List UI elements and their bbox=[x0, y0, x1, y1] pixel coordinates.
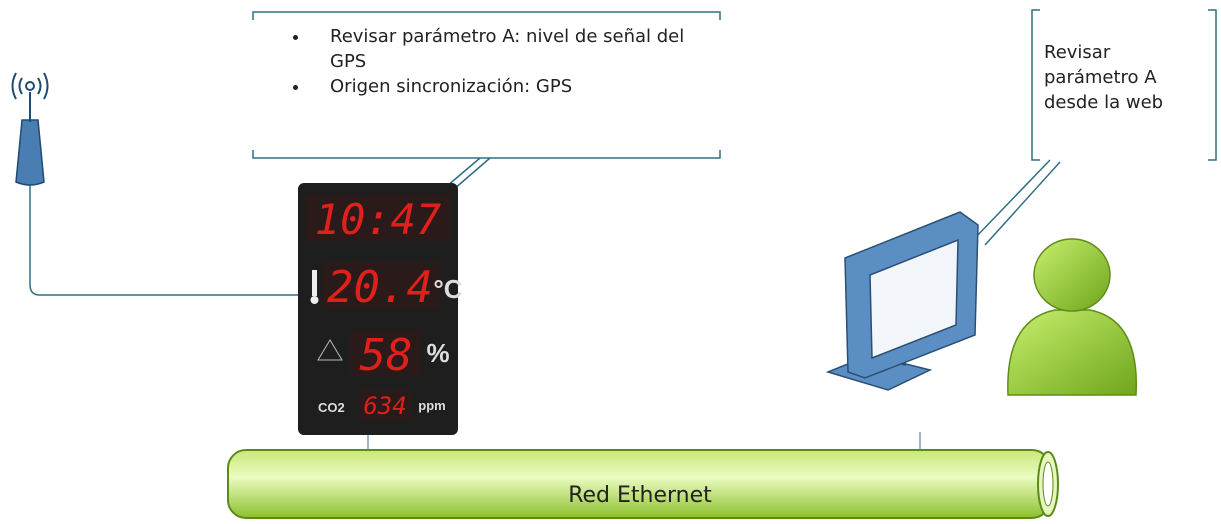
co2-label: CO2 bbox=[318, 400, 345, 415]
display-panel: 10:47 20.4 °C 58 % CO2 634 ppm bbox=[298, 183, 463, 435]
monitor bbox=[828, 212, 978, 390]
bullet: Revisar parámetro A: nivel de señal del … bbox=[310, 24, 722, 74]
co2-unit: ppm bbox=[418, 398, 445, 413]
network-label: Red Ethernet bbox=[568, 483, 712, 508]
antenna-link bbox=[30, 185, 300, 295]
temperature-value: 20.4 bbox=[327, 262, 433, 313]
left-callout: Revisar parámetro A: nivel de señal del … bbox=[262, 24, 722, 99]
humidity-value: 58 bbox=[360, 330, 413, 381]
co2-value: 634 bbox=[363, 392, 406, 420]
right-callout: Revisar parámetro A desde la web bbox=[1044, 40, 1194, 115]
person bbox=[1008, 239, 1136, 395]
humidity-unit: % bbox=[426, 338, 449, 368]
antenna bbox=[13, 73, 48, 185]
diagram: 10:47 20.4 °C 58 % CO2 634 ppm Red Ether… bbox=[0, 0, 1221, 524]
time-value: 10:47 bbox=[315, 195, 441, 244]
bullet: Origen sincronización: GPS bbox=[310, 74, 722, 99]
temperature-unit: °C bbox=[433, 274, 462, 304]
